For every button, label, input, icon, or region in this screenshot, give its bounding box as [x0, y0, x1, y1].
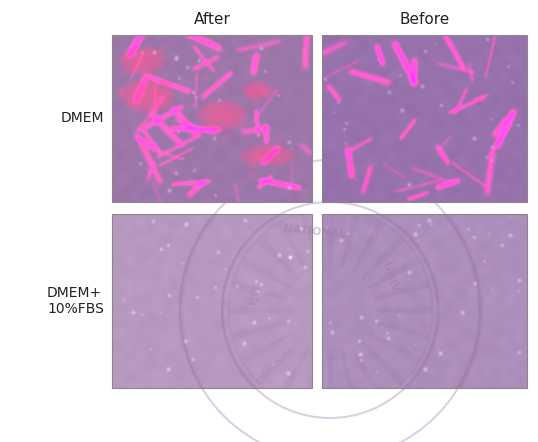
Bar	[112, 214, 312, 388]
Text: DMEM+
10%FBS: DMEM+ 10%FBS	[47, 286, 104, 316]
Text: UNIV: UNIV	[380, 261, 400, 293]
Text: Before: Before	[399, 12, 450, 27]
Bar	[322, 214, 527, 388]
Text: DMEM: DMEM	[60, 111, 104, 126]
Text: 제주대: 제주대	[325, 350, 345, 360]
Text: EJEJ: EJEJ	[249, 284, 261, 306]
Text: NATIONAL: NATIONAL	[283, 224, 347, 240]
Text: After: After	[194, 12, 230, 27]
Bar	[322, 35, 527, 202]
Bar	[112, 35, 312, 202]
